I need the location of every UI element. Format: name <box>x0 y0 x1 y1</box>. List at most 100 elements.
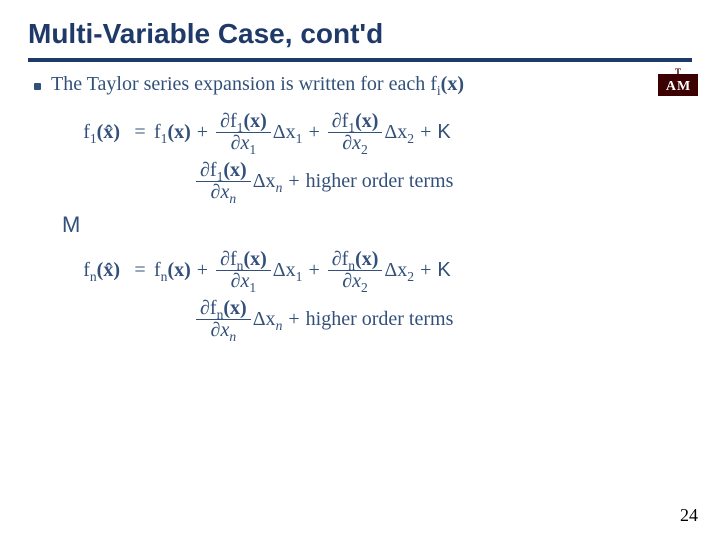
partial-icon: ∂ <box>211 181 221 203</box>
eq2-t1-xsub: 1 <box>249 280 256 295</box>
eq2-t1-dx: Δx1 <box>273 258 303 283</box>
eq1-t0-f: f <box>154 121 161 143</box>
eq1-t2-dxv: Δx <box>384 121 407 143</box>
eq1-c-f: f <box>210 159 217 181</box>
partial-icon: ∂ <box>342 132 352 154</box>
eq1-lhs-f: f <box>83 121 90 143</box>
eq2-t2-dx: Δx2 <box>384 258 414 283</box>
eq2-t2-dxv: Δx <box>384 259 407 281</box>
slide-content: The Taylor series expansion is written f… <box>28 72 692 341</box>
plus-icon: + <box>282 169 305 194</box>
eq1-t1-frac: ∂f1(x) ∂x1 <box>216 111 271 154</box>
logo-m: M <box>677 79 690 94</box>
partial-icon: ∂ <box>200 159 210 181</box>
eq2-lhs-sub: n <box>90 269 97 284</box>
eq1-t1-arg: (x) <box>243 110 266 132</box>
eq2-cont-num: ∂fn(x) <box>196 298 251 319</box>
eq2-lhs-arg: (x̂) <box>97 259 120 281</box>
eq2-t1-frac: ∂fn(x) ∂x1 <box>216 249 271 292</box>
eq2-c-arg: (x) <box>223 297 246 319</box>
eq1-lhs: f1(x̂) <box>62 120 126 145</box>
eq2-trail: K <box>437 258 450 283</box>
eq1-t1-den: ∂x1 <box>227 133 261 154</box>
eq1-t2-arg: (x) <box>355 110 378 132</box>
eq1-t2-num: ∂f1(x) <box>328 111 383 132</box>
logo-t: T <box>675 68 681 77</box>
equation-2: fn(x̂) = fn(x) + ∂fn(x) ∂x1 Δx1 + <box>62 249 642 341</box>
partial-icon: ∂ <box>211 319 221 341</box>
eq1-rhs: f1(x) + ∂f1(x) ∂x1 Δx1 + ∂f1(x) ∂x2 <box>154 111 451 154</box>
tamu-logo: AM T <box>658 68 698 102</box>
eq1-t0-arg: (x) <box>167 121 190 143</box>
eq1-cont-den: ∂xn <box>207 182 241 203</box>
eq2-c-xsub: n <box>229 329 236 344</box>
eq1-t2-dxsub: 2 <box>407 131 414 146</box>
partial-icon: ∂ <box>332 248 342 270</box>
partial-icon: ∂ <box>231 132 241 154</box>
eq2-t0: fn(x) <box>154 258 191 283</box>
partial-icon: ∂ <box>342 270 352 292</box>
logo-a: A <box>666 79 677 94</box>
eq1-lhs-arg: (x̂) <box>97 121 120 143</box>
eq2-t2-frac: ∂fn(x) ∂x2 <box>328 249 383 292</box>
plus-icon: + <box>414 258 437 283</box>
eq2-t1-den: ∂x1 <box>227 271 261 292</box>
eq1-t0: f1(x) <box>154 120 191 145</box>
eq1-c-x: x <box>220 181 229 203</box>
eq2-c-f: f <box>210 297 217 319</box>
eq2-lhs: fn(x̂) <box>62 258 126 283</box>
plus-icon: + <box>191 120 214 145</box>
eq2-cont-dx: Δxn <box>253 307 283 332</box>
eq1-t2-frac: ∂f1(x) ∂x2 <box>328 111 383 154</box>
plus-icon: + <box>282 307 305 332</box>
eq1-t1-dxv: Δx <box>273 121 296 143</box>
page-number: 24 <box>680 505 698 526</box>
bullet-icon <box>34 83 41 90</box>
eq2-t1-dxv: Δx <box>273 259 296 281</box>
eq1-t2-den: ∂x2 <box>338 133 372 154</box>
eq2-cont-trail: higher order terms <box>306 307 454 332</box>
eq2-t0-arg: (x) <box>167 259 190 281</box>
eq2-t2-xsub: 2 <box>361 280 368 295</box>
eq1-t2-dx: Δx2 <box>384 120 414 145</box>
eq2-equals: = <box>126 258 154 283</box>
eq2-lhs-f: f <box>83 259 90 281</box>
partial-icon: ∂ <box>332 110 342 132</box>
bullet-item: The Taylor series expansion is written f… <box>34 72 642 97</box>
eq2-t1-arg: (x) <box>243 248 266 270</box>
eq1-t1-dxsub: 1 <box>296 131 303 146</box>
eq2-c-x: x <box>220 319 229 341</box>
title-underline <box>28 58 692 62</box>
eq1-trail: K <box>437 120 450 145</box>
eq2-t1-num: ∂fn(x) <box>216 249 271 270</box>
eq2-t2-den: ∂x2 <box>338 271 372 292</box>
svg-text:AM: AM <box>666 79 690 94</box>
eq2-t1-f: f <box>230 248 237 270</box>
eq2-line1: fn(x̂) = fn(x) + ∂fn(x) ∂x1 Δx1 + <box>62 249 642 292</box>
bullet-arg: (x) <box>441 73 464 95</box>
eq1-cont-dx: Δxn <box>253 169 283 194</box>
plus-icon: + <box>302 258 325 283</box>
bullet-pre: The Taylor series expansion is written f… <box>51 73 437 95</box>
eq2-c-dxsub: n <box>276 318 283 333</box>
slide-container: Multi-Variable Case, cont'd AM T The Tay… <box>0 0 720 540</box>
eq1-c-dxv: Δx <box>253 170 276 192</box>
eq1-cont-frac: ∂f1(x) ∂xn <box>196 160 251 203</box>
partial-icon: ∂ <box>200 297 210 319</box>
eq1-line2: ∂f1(x) ∂xn Δxn + higher order terms <box>194 160 642 203</box>
eq2-t2-dxsub: 2 <box>407 269 414 284</box>
eq2-line2: ∂fn(x) ∂xn Δxn + higher order terms <box>194 298 642 341</box>
eq2-t2-arg: (x) <box>355 248 378 270</box>
partial-icon: ∂ <box>220 110 230 132</box>
plus-icon: + <box>191 258 214 283</box>
plus-icon: + <box>414 120 437 145</box>
eq2-c-dxv: Δx <box>253 308 276 330</box>
eq2-t2-num: ∂fn(x) <box>328 249 383 270</box>
eq2-t2-x: x <box>352 270 361 292</box>
partial-icon: ∂ <box>220 248 230 270</box>
eq1-t2-xsub: 2 <box>361 142 368 157</box>
eq2-cont-den: ∂xn <box>207 320 241 341</box>
eq1-t1-f: f <box>230 110 237 132</box>
eq1-c-xsub: n <box>229 191 236 206</box>
partial-icon: ∂ <box>231 270 241 292</box>
